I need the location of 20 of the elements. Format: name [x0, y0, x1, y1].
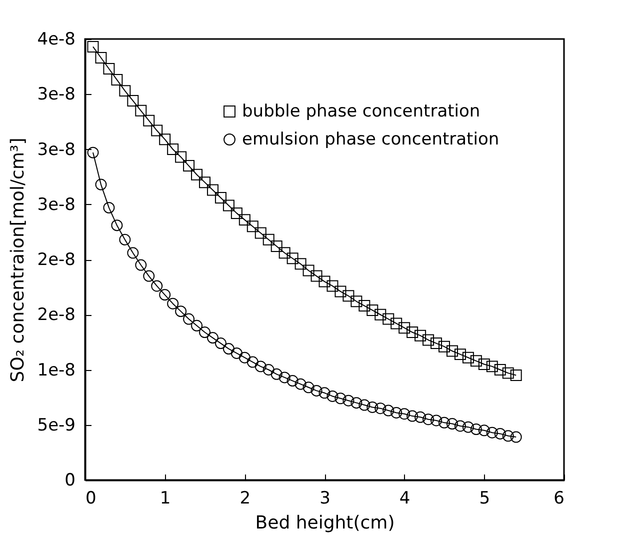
- x-tick-label: 3: [320, 488, 330, 508]
- y-tick-label: 4e-8: [37, 30, 76, 50]
- y-tick-label: 5e-9: [37, 415, 76, 436]
- legend-label: emulsion phase concentration: [242, 130, 500, 150]
- x-tick-label: 5: [479, 488, 490, 508]
- x-axis-title: Bed height(cm): [255, 512, 395, 534]
- y-tick-label: 0: [64, 470, 76, 490]
- y-tick-label: 2e-8: [37, 305, 76, 326]
- y-tick-label: 1e-8: [37, 360, 76, 380]
- x-tick-label: 4: [399, 488, 410, 508]
- y-tick-label: 3e-8: [37, 84, 76, 105]
- y-tick-label: 3e-8: [37, 140, 76, 160]
- x-tick-label: 2: [240, 488, 251, 508]
- y-axis-title: SO₂ concentraion[mol/cm³]: [7, 138, 28, 382]
- x-tick-label: 1: [160, 488, 171, 508]
- legend-label: bubble phase concentration: [242, 102, 480, 122]
- x-tick-label: 0: [86, 488, 96, 508]
- y-tick-label: 3e-8: [37, 194, 76, 215]
- y-tick-label: 2e-8: [37, 250, 76, 270]
- x-tick-label: 6: [554, 488, 564, 508]
